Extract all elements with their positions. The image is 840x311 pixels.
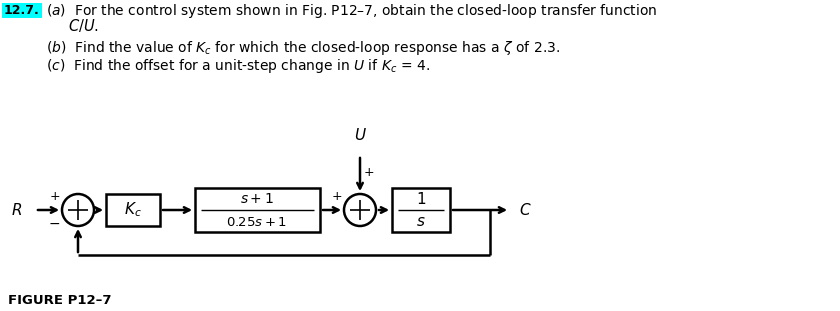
Text: +: + bbox=[364, 165, 375, 179]
Text: $s+1$: $s+1$ bbox=[240, 192, 274, 206]
Text: $(b)$  Find the value of $K_c$ for which the closed-loop response has a $\zeta$ : $(b)$ Find the value of $K_c$ for which … bbox=[46, 39, 560, 57]
Text: $K_c$: $K_c$ bbox=[124, 201, 142, 219]
Text: $(a)$  For the control system shown in Fig. P12–7, obtain the closed-loop transf: $(a)$ For the control system shown in Fi… bbox=[46, 2, 657, 20]
Text: 12.7.: 12.7. bbox=[4, 4, 39, 17]
Text: $C$: $C$ bbox=[519, 202, 532, 218]
Bar bbox=[195, 188, 320, 232]
Text: $1$: $1$ bbox=[416, 191, 426, 207]
Bar bbox=[392, 188, 450, 232]
Bar bbox=[106, 194, 160, 226]
Text: $(c)$  Find the offset for a unit-step change in $U$ if $K_c$ = 4.: $(c)$ Find the offset for a unit-step ch… bbox=[46, 57, 430, 75]
Text: $s$: $s$ bbox=[416, 215, 426, 230]
Text: $R$: $R$ bbox=[11, 202, 22, 218]
Text: +: + bbox=[331, 189, 342, 202]
Text: +: + bbox=[50, 189, 60, 202]
Text: $0.25s+1$: $0.25s+1$ bbox=[227, 216, 287, 229]
Text: $C/U.$: $C/U.$ bbox=[68, 17, 99, 35]
Text: FIGURE P12–7: FIGURE P12–7 bbox=[8, 294, 112, 307]
Bar bbox=[2, 3, 42, 18]
Text: −: − bbox=[49, 217, 60, 231]
Text: $U$: $U$ bbox=[354, 127, 366, 143]
